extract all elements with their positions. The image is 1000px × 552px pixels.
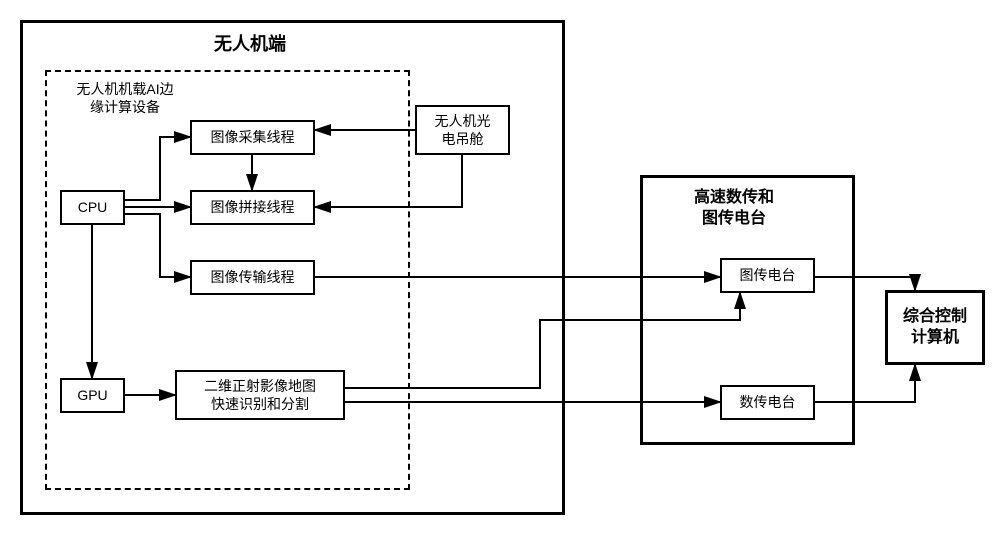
- img-capture-label: 图像采集线程: [211, 128, 295, 146]
- data-radio-label: 数传电台: [740, 393, 796, 411]
- cpu-node: CPU: [60, 190, 125, 225]
- control-pc-node: 综合控制 计算机: [885, 290, 985, 365]
- cpu-label: CPU: [78, 198, 108, 216]
- control-pc-label: 综合控制 计算机: [903, 307, 967, 349]
- data-radio-node: 数传电台: [720, 385, 815, 420]
- img-stitch-label: 图像拼接线程: [211, 198, 295, 216]
- uav-side-title: 无人机端: [210, 30, 290, 56]
- ai-edge-title: 无人机机载AI边 缘计算设备: [55, 80, 195, 116]
- img-radio-label: 图传电台: [740, 266, 796, 284]
- ortho-seg-node: 二维正射影像地图 快速识别和分割: [175, 370, 345, 420]
- img-transmit-node: 图像传输线程: [190, 260, 315, 295]
- img-radio-node: 图传电台: [720, 258, 815, 293]
- pod-label: 无人机光 电吊舱: [435, 112, 491, 148]
- pod-node: 无人机光 电吊舱: [415, 105, 510, 155]
- img-stitch-node: 图像拼接线程: [190, 190, 315, 225]
- gpu-node: GPU: [60, 378, 125, 413]
- img-transmit-label: 图像传输线程: [211, 268, 295, 286]
- gpu-label: GPU: [77, 386, 107, 404]
- img-capture-node: 图像采集线程: [190, 120, 315, 155]
- ortho-seg-label: 二维正射影像地图 快速识别和分割: [204, 377, 316, 413]
- radio-title: 高速数传和 图传电台: [690, 188, 778, 230]
